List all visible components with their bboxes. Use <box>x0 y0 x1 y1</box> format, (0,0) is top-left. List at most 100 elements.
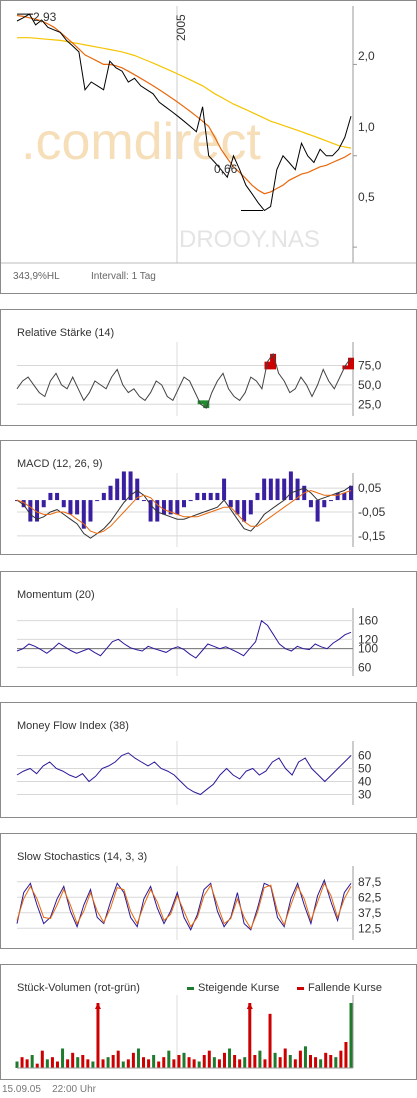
volume-bar <box>30 1055 34 1068</box>
volume-bar <box>314 1057 318 1068</box>
volume-bar <box>233 1055 237 1068</box>
rsi-svg-tick-1: 50,0 <box>358 378 382 392</box>
volume-bar <box>136 1048 140 1068</box>
volume-bar <box>45 1059 49 1068</box>
momentum-panel: Momentum (20) 160 120 100 60 <box>0 571 417 687</box>
mom-svg-tick-3: 60 <box>358 660 372 674</box>
rsi-title: Relative Stärke (14) <box>17 327 115 339</box>
macd-histogram-bar <box>222 478 227 501</box>
macd-histogram-bar <box>41 500 46 508</box>
volume-bar <box>273 1052 277 1068</box>
volume-bar <box>152 1055 156 1068</box>
volume-bar <box>344 1042 348 1068</box>
rsi-overbought-fill <box>342 365 349 370</box>
macd-histogram-bar <box>48 492 53 501</box>
interval-label: Intervall: 1 Tag <box>91 271 156 282</box>
macd-histogram-bar <box>161 500 166 515</box>
watermark-symbol: DROOY.NAS <box>179 226 320 253</box>
macd-histogram-bar <box>28 500 33 522</box>
macd-svg-tick-2: -0,15 <box>358 529 386 543</box>
macd-svg-series-0 <box>16 485 352 539</box>
volume-bar <box>329 1055 333 1068</box>
volume-bar <box>217 1059 221 1068</box>
mom-svg-series-0 <box>16 619 352 659</box>
macd-histogram-bar <box>182 500 186 508</box>
volume-bar <box>207 1050 211 1068</box>
legend-up-label: Steigende Kurse <box>198 982 280 994</box>
rsi-svg-tick-0: 75,0 <box>358 359 382 373</box>
macd-histogram-bar <box>128 471 133 501</box>
macd-histogram-bar <box>342 492 347 501</box>
volume-cap-arrow <box>94 1003 101 1009</box>
volume-bar <box>15 1061 19 1068</box>
macd-histogram-bar <box>188 500 193 502</box>
volume-bar <box>91 1061 95 1068</box>
macd-histogram-bar <box>215 492 220 501</box>
legend-up: Steigende Kurse <box>187 982 279 994</box>
volume-bar <box>258 1050 262 1068</box>
volume-bar <box>167 1050 171 1068</box>
macd-histogram-bar <box>81 500 86 529</box>
y-tick-05: 0,5 <box>358 190 375 204</box>
macd-title: MACD (12, 26, 9) <box>17 458 103 470</box>
ma38-line <box>16 14 352 195</box>
stoch-svg-series-1 <box>16 882 352 930</box>
macd-histogram-bar <box>335 492 340 501</box>
stoch-svg-series-0 <box>16 878 352 931</box>
stoch-chart: 87,562,5 37,512,5 <box>16 866 382 940</box>
volume-bar <box>81 1055 85 1068</box>
macd-histogram-bar <box>262 478 267 501</box>
volume-bar <box>157 1061 161 1068</box>
volume-bar <box>238 1059 242 1068</box>
volume-bar <box>66 1059 70 1068</box>
macd-histogram-bar <box>208 492 213 501</box>
volume-bar <box>50 1057 54 1068</box>
volume-bar <box>142 1057 146 1068</box>
legend-down: Fallende Kurse <box>297 982 382 994</box>
main-price-chart: .comdirect DROOY.NAS 2005 2,0 1,0 0,5 2,93 0,66… <box>1 6 416 282</box>
mfi-svg-tick-3: 30 <box>358 788 372 802</box>
volume-bar <box>76 1057 80 1068</box>
mom-svg-tick-0: 160 <box>358 614 378 628</box>
macd-histogram-bar <box>288 471 293 501</box>
macd-histogram-bar <box>101 492 106 501</box>
mfi-svg-tick-1: 50 <box>358 762 372 776</box>
macd-histogram-bar <box>349 485 353 501</box>
mfi-svg-tick-0: 60 <box>358 749 372 763</box>
macd-histogram-bar <box>322 500 327 508</box>
year-label: 2005 <box>174 14 188 41</box>
volume-bar <box>324 1052 328 1068</box>
volume-bar <box>131 1052 135 1068</box>
momentum-title: Momentum (20) <box>17 589 95 601</box>
macd-histogram-bar <box>141 500 146 502</box>
volume-bar <box>334 1057 338 1068</box>
macd-chart: 0,05 -0,05 -0,15 <box>15 471 386 547</box>
legend-down-label: Fallende Kurse <box>308 982 382 994</box>
macd-histogram-bar <box>61 500 66 508</box>
volume-bar <box>339 1050 343 1068</box>
y-tick-2: 2,0 <box>358 49 375 63</box>
mfi-title: Money Flow Index (38) <box>17 720 129 732</box>
volume-bar <box>298 1050 302 1068</box>
volume-bar <box>253 1055 257 1068</box>
macd-histogram-bar <box>95 500 100 502</box>
rsi-overbought-fill <box>264 361 271 370</box>
stoch-svg-tick-3: 12,5 <box>358 921 382 935</box>
legend-down-swatch <box>297 986 304 990</box>
high-label: 2,93 <box>33 10 57 24</box>
footer-time: 22:00 Uhr <box>52 1084 96 1095</box>
volume-panel: Stück-Volumen (rot-grün) Steigende Kurse… <box>0 964 417 1080</box>
volume-chart <box>15 995 354 1069</box>
volume-bar <box>309 1055 313 1068</box>
volume-bar <box>162 1057 166 1068</box>
volume-bar <box>96 1003 100 1068</box>
mfi-svg-tick-2: 40 <box>358 775 372 789</box>
main-chart-panel: .comdirect DROOY.NAS 2005 2,0 1,0 0,5 2,93 0,66… <box>0 0 417 294</box>
mfi-panel: Money Flow Index (38) 60 50 40 30 <box>0 702 417 818</box>
rsi-oversold-fill <box>203 400 210 409</box>
volume-cap-arrow <box>246 1003 253 1009</box>
y-tick-1: 1,0 <box>358 120 375 134</box>
watermark-logo: .comdirect <box>21 113 261 171</box>
